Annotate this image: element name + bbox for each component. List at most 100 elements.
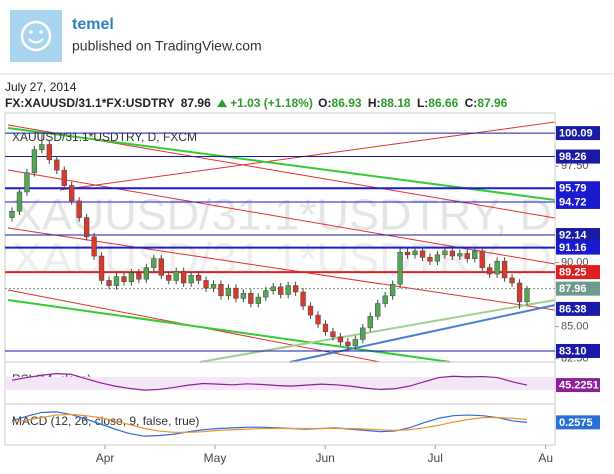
candle-body [76,200,82,218]
candle-body [225,287,232,297]
candle-body [188,275,194,284]
candle-body [263,290,269,298]
macd-value-box [556,415,600,430]
quote-line: FX:XAUUSD/31.1*FX:USDTRY 87.96 +1.03 (+1… [5,96,508,110]
candle-body [69,185,75,202]
y-tick-label: 85.00 [561,321,589,333]
price-label-box [556,228,600,243]
price-label: 92.14 [559,229,587,241]
candle-body [300,291,306,307]
candle-body [46,144,52,161]
macd-value: 0.2575 [559,417,593,429]
candle-body [472,250,478,259]
candle-body [54,159,60,171]
x-tick-label: May [204,451,227,465]
price-label: 100.09 [559,127,593,139]
price-label: 87.96 [559,283,587,295]
candle-body [434,254,441,262]
candle-body [345,341,351,347]
candle-body [270,286,276,291]
last: 87.96 [181,96,211,110]
candle-body [16,191,23,212]
candle-body [203,280,209,289]
price-label: 89.25 [559,267,587,279]
candle-body [501,260,508,279]
price-label: 91.16 [559,242,587,254]
price-label-box [556,281,600,296]
avatar-eye [29,30,33,34]
candle-body [419,250,426,258]
price-label-box [556,149,600,164]
candle-body [292,285,299,293]
published: published on TradingView.com [72,38,262,54]
candle-body [404,251,411,256]
candle-body [195,275,202,281]
candle-body [322,323,329,332]
price-label: 83.10 [559,345,587,357]
c-label: C: [465,96,478,110]
avatar-smile [28,38,44,44]
price-label-box [556,343,600,358]
macd-line [11,411,528,437]
price-label-box [556,240,600,255]
price-label: 98.26 [559,151,587,163]
price-label: 86.38 [559,303,587,315]
candle-body [449,250,456,257]
price-label-box [556,194,600,209]
candle-body [173,271,179,281]
candle-body [285,285,291,295]
watermark: XAUUSD/31.1*USDTRY, D [12,191,552,240]
up-arrow [217,99,228,108]
candle-body [151,258,157,268]
candle-body [39,144,45,150]
candle-body [337,336,344,343]
candle-body [91,236,97,257]
candle-body [360,327,366,340]
candle-body [128,272,135,282]
price-label-box [556,265,600,280]
candle-body [278,286,284,295]
candle-body [166,275,172,281]
x-tick-label: Jul [428,451,443,465]
price-label: 95.79 [559,183,587,195]
rsi-value-box [556,378,600,393]
rsi-value: 45.2251 [559,379,599,391]
price-label-box [556,181,600,196]
rsi-band [5,376,555,391]
candle-body [121,276,127,282]
candle-body [143,267,149,280]
candle-body [248,293,254,304]
l-label: L: [417,96,428,110]
candles [9,133,530,351]
candle-body [397,251,403,285]
candle-body [106,280,112,286]
candle-body [83,217,90,238]
candle-body [464,253,470,259]
green-line [7,299,451,363]
candle-body [494,260,500,275]
candle-body [158,258,164,276]
candle-body [524,288,530,303]
candle-body [427,257,433,262]
o-label: O: [318,96,331,110]
candle-body [24,172,30,193]
price-label: 94.72 [559,196,587,208]
chart-legend: XAUUSD/31.1*USDTRY, D, FXCM [12,130,197,144]
h-label: H: [368,96,381,110]
author[interactable]: temel [72,16,114,33]
candle-body [367,316,373,329]
candle-body [31,149,38,173]
o-value: 86.93 [332,96,362,110]
candle-body [352,339,358,347]
candle-body [442,250,448,256]
avatar-eye [39,30,43,34]
x-tick-label: Au [538,451,553,465]
candle-body [412,250,418,256]
candle-body [375,303,381,317]
red-line [7,227,556,311]
candle-body [315,314,321,325]
h-value: 88.18 [381,96,411,110]
candle-body [382,295,388,304]
candle-body [113,276,120,286]
